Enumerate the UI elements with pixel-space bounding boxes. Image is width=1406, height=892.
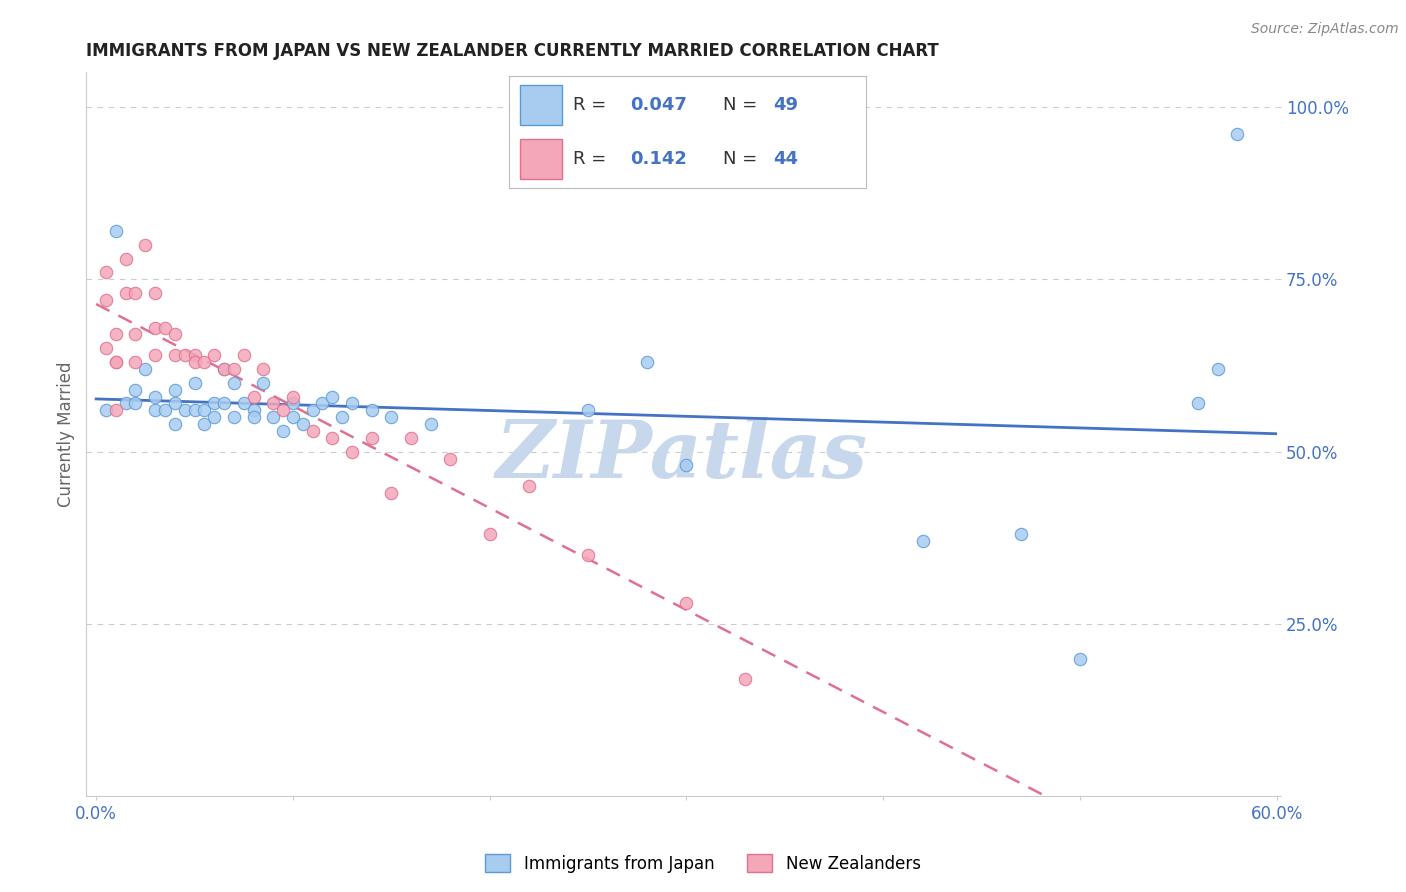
Point — [163, 396, 186, 410]
Point — [222, 376, 245, 390]
Point — [301, 424, 323, 438]
Point — [153, 320, 176, 334]
Point — [153, 403, 176, 417]
Point — [202, 348, 225, 362]
Point — [193, 417, 215, 431]
Point — [134, 237, 156, 252]
Point — [399, 431, 422, 445]
Point — [173, 403, 195, 417]
Point — [143, 403, 166, 417]
Point — [439, 451, 461, 466]
Point — [143, 390, 166, 404]
Point — [134, 362, 156, 376]
Point — [163, 348, 186, 362]
Point — [94, 403, 117, 417]
Point — [321, 431, 343, 445]
Point — [104, 224, 127, 238]
Point — [281, 390, 304, 404]
Point — [104, 355, 127, 369]
Point — [291, 417, 314, 431]
Point — [1226, 128, 1249, 142]
Point — [104, 403, 127, 417]
Point — [183, 355, 205, 369]
Point — [311, 396, 333, 410]
Point — [1187, 396, 1209, 410]
Point — [114, 396, 136, 410]
Point — [252, 376, 274, 390]
Point — [262, 396, 284, 410]
Point — [212, 362, 235, 376]
Point — [104, 327, 127, 342]
Point — [124, 383, 146, 397]
Point — [1206, 362, 1229, 376]
Point — [94, 265, 117, 279]
Point — [183, 403, 205, 417]
Point — [143, 320, 166, 334]
Point — [124, 355, 146, 369]
Point — [911, 534, 934, 549]
Point — [212, 396, 235, 410]
Legend: Immigrants from Japan, New Zealanders: Immigrants from Japan, New Zealanders — [478, 847, 928, 880]
Point — [271, 403, 294, 417]
Point — [271, 424, 294, 438]
Point — [301, 403, 323, 417]
Point — [202, 396, 225, 410]
Point — [193, 355, 215, 369]
Point — [163, 327, 186, 342]
Point — [636, 355, 658, 369]
Point — [340, 396, 363, 410]
Point — [252, 362, 274, 376]
Point — [193, 403, 215, 417]
Point — [242, 410, 264, 425]
Point — [202, 410, 225, 425]
Point — [124, 396, 146, 410]
Point — [734, 672, 756, 686]
Point — [1069, 651, 1091, 665]
Point — [163, 383, 186, 397]
Point — [143, 286, 166, 301]
Point — [330, 410, 353, 425]
Point — [380, 410, 402, 425]
Point — [114, 252, 136, 266]
Point — [222, 362, 245, 376]
Point — [360, 431, 382, 445]
Point — [242, 390, 264, 404]
Point — [419, 417, 441, 431]
Text: Source: ZipAtlas.com: Source: ZipAtlas.com — [1251, 22, 1399, 37]
Point — [517, 479, 540, 493]
Point — [242, 403, 264, 417]
Y-axis label: Currently Married: Currently Married — [58, 361, 75, 508]
Point — [94, 293, 117, 307]
Point — [478, 527, 501, 541]
Point — [321, 390, 343, 404]
Point — [173, 348, 195, 362]
Text: IMMIGRANTS FROM JAPAN VS NEW ZEALANDER CURRENTLY MARRIED CORRELATION CHART: IMMIGRANTS FROM JAPAN VS NEW ZEALANDER C… — [86, 42, 939, 60]
Point — [183, 348, 205, 362]
Text: ZIPatlas: ZIPatlas — [495, 417, 868, 495]
Point — [163, 417, 186, 431]
Point — [124, 286, 146, 301]
Point — [212, 362, 235, 376]
Point — [94, 341, 117, 355]
Point — [380, 486, 402, 500]
Point — [104, 355, 127, 369]
Point — [232, 348, 254, 362]
Point — [576, 548, 599, 562]
Point — [576, 403, 599, 417]
Point — [262, 410, 284, 425]
Point — [143, 348, 166, 362]
Point — [183, 376, 205, 390]
Point — [232, 396, 254, 410]
Point — [675, 596, 697, 610]
Point — [340, 444, 363, 458]
Point — [114, 286, 136, 301]
Point — [222, 410, 245, 425]
Point — [675, 458, 697, 473]
Point — [1010, 527, 1032, 541]
Point — [281, 396, 304, 410]
Point — [360, 403, 382, 417]
Point — [281, 410, 304, 425]
Point — [124, 327, 146, 342]
